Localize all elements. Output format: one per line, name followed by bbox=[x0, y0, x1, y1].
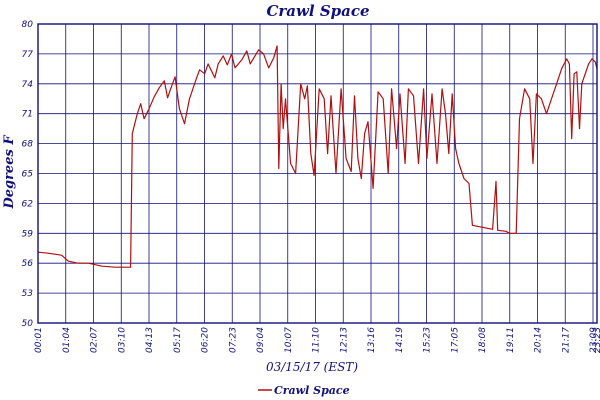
x-tick-label: 03:10 bbox=[117, 327, 127, 353]
x-tick-label: 21:17 bbox=[561, 327, 571, 353]
x-tick-label: 15:23 bbox=[423, 327, 433, 353]
x-tick-label: 18:08 bbox=[478, 327, 488, 353]
x-tick-labels: 00:01 01:04 02:07 03:10 04:13 05:17 06:20 07:23… bbox=[34, 327, 600, 353]
x-tick-label: 01:04 bbox=[62, 327, 72, 353]
plot-frame bbox=[37, 23, 598, 324]
x-tick-label: 13:16 bbox=[367, 327, 377, 353]
y-tick-label: 71 bbox=[22, 110, 33, 120]
series-line-0 bbox=[37, 45, 598, 268]
x-tick-label: 19:11 bbox=[506, 327, 516, 353]
y-tick-label: 74 bbox=[22, 80, 34, 90]
y-tick-label: 68 bbox=[22, 140, 34, 150]
y-tick-label: 62 bbox=[22, 199, 34, 209]
y-axis-label: Degrees F bbox=[2, 135, 17, 210]
y-tick-labels: 50 53 56 59 62 65 68 71 74 77 80 bbox=[22, 20, 34, 329]
x-tick-label: 02:07 bbox=[90, 327, 100, 353]
x-tick-label: 00:01 bbox=[34, 327, 44, 353]
x-axis-label: 03/15/17 (EST) bbox=[266, 360, 358, 374]
x-tick-label: 20:14 bbox=[534, 327, 544, 353]
chart-title: Crawl Space bbox=[266, 2, 369, 20]
x-tick-label: 07:23 bbox=[228, 327, 238, 353]
x-tick-label: 09:04 bbox=[256, 327, 266, 353]
x-tick-label: 12:13 bbox=[339, 327, 349, 353]
legend: Crawl Space bbox=[258, 384, 350, 397]
x-tick-label: 06:20 bbox=[201, 327, 211, 353]
x-tick-label: 14:19 bbox=[395, 327, 405, 353]
y-tick-label: 59 bbox=[22, 229, 34, 239]
y-tick-label: 56 bbox=[22, 259, 34, 269]
x-tick-label: 23:23 bbox=[593, 327, 600, 353]
y-tick-label: 53 bbox=[22, 289, 34, 299]
y-tick-label: 77 bbox=[22, 50, 34, 60]
x-tick-label: 17:05 bbox=[450, 327, 460, 353]
x-tick-label: 11:10 bbox=[312, 327, 322, 353]
x-tick-label: 10:07 bbox=[284, 327, 294, 353]
x-tick-label: 04:13 bbox=[145, 327, 155, 353]
series-layer bbox=[37, 45, 598, 268]
y-tick-label: 80 bbox=[22, 20, 34, 30]
x-tick-label: 05:17 bbox=[173, 327, 183, 353]
y-tick-label: 65 bbox=[22, 170, 34, 180]
y-tick-label: 50 bbox=[22, 319, 34, 329]
legend-label: Crawl Space bbox=[274, 384, 350, 397]
grid bbox=[37, 23, 598, 324]
x-tick-label: 23:09 bbox=[589, 327, 599, 353]
